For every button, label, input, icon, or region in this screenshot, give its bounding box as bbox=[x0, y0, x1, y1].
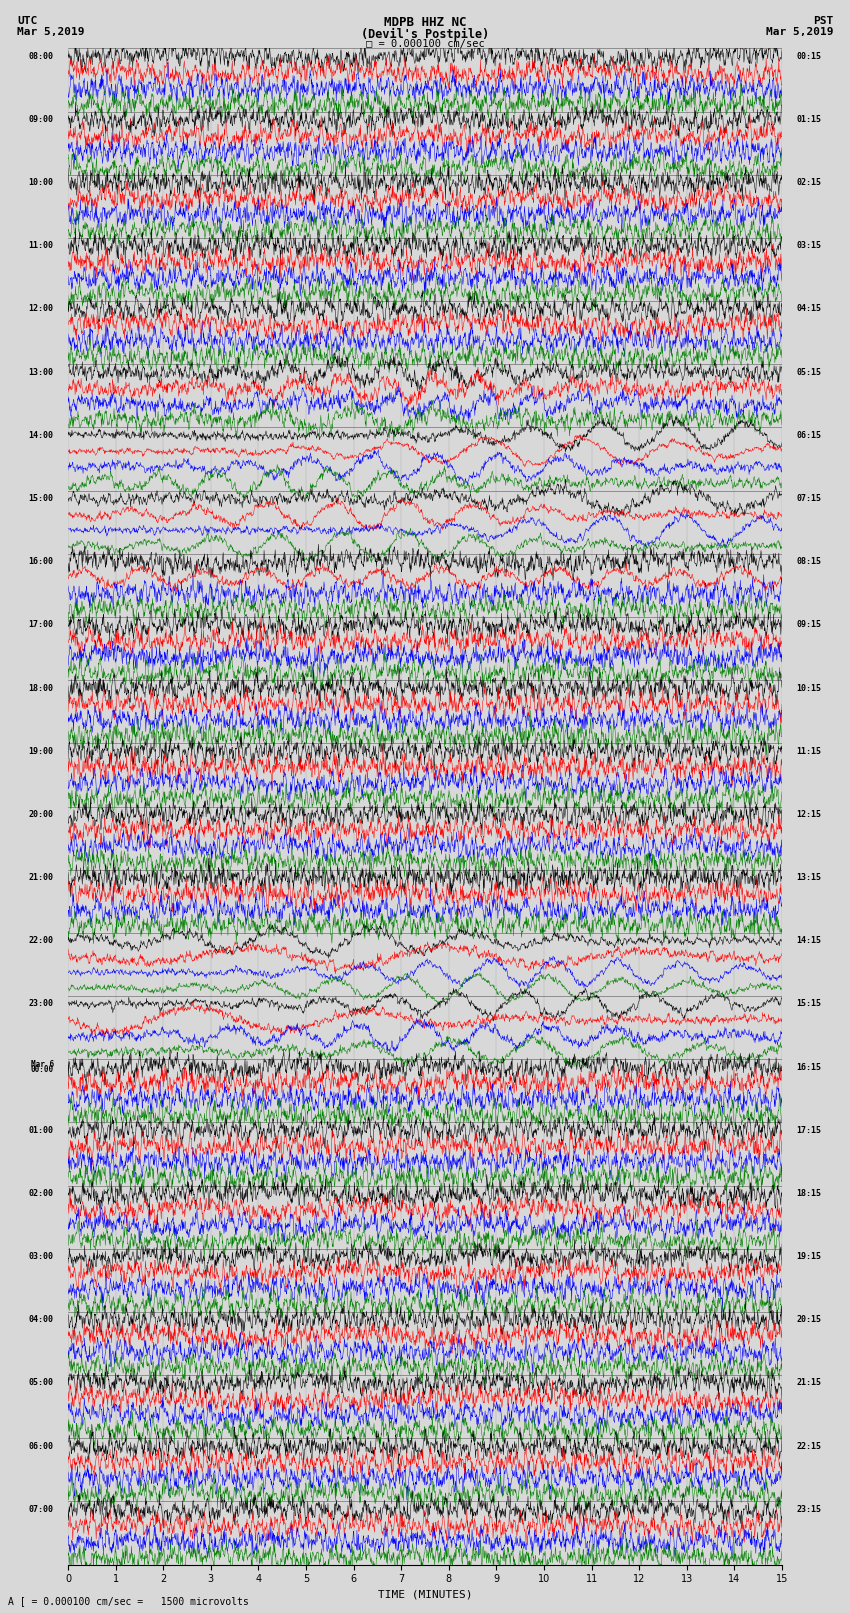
Text: 03:00: 03:00 bbox=[29, 1252, 54, 1261]
Text: 05:00: 05:00 bbox=[29, 1379, 54, 1387]
Text: 10:15: 10:15 bbox=[796, 684, 821, 692]
Text: 15:15: 15:15 bbox=[796, 1000, 821, 1008]
Text: 09:15: 09:15 bbox=[796, 621, 821, 629]
Text: 14:15: 14:15 bbox=[796, 936, 821, 945]
Text: 19:15: 19:15 bbox=[796, 1252, 821, 1261]
Text: 22:00: 22:00 bbox=[29, 936, 54, 945]
Text: 07:15: 07:15 bbox=[796, 494, 821, 503]
Text: 21:00: 21:00 bbox=[29, 873, 54, 882]
Text: PST: PST bbox=[813, 16, 833, 26]
Text: 11:15: 11:15 bbox=[796, 747, 821, 756]
Text: 09:00: 09:00 bbox=[29, 115, 54, 124]
Text: 20:00: 20:00 bbox=[29, 810, 54, 819]
Text: 22:15: 22:15 bbox=[796, 1442, 821, 1450]
Text: MDPB HHZ NC: MDPB HHZ NC bbox=[383, 16, 467, 29]
Text: □ = 0.000100 cm/sec: □ = 0.000100 cm/sec bbox=[366, 39, 484, 48]
Text: 11:00: 11:00 bbox=[29, 242, 54, 250]
Text: 21:15: 21:15 bbox=[796, 1379, 821, 1387]
Text: 08:00: 08:00 bbox=[29, 52, 54, 61]
Text: 15:00: 15:00 bbox=[29, 494, 54, 503]
Text: 17:15: 17:15 bbox=[796, 1126, 821, 1136]
Text: 00:00: 00:00 bbox=[31, 1065, 54, 1074]
Text: 04:00: 04:00 bbox=[29, 1315, 54, 1324]
Text: 20:15: 20:15 bbox=[796, 1315, 821, 1324]
X-axis label: TIME (MINUTES): TIME (MINUTES) bbox=[377, 1590, 473, 1600]
Text: 01:00: 01:00 bbox=[29, 1126, 54, 1136]
Text: 08:15: 08:15 bbox=[796, 556, 821, 566]
Text: 17:00: 17:00 bbox=[29, 621, 54, 629]
Text: 12:15: 12:15 bbox=[796, 810, 821, 819]
Text: 14:00: 14:00 bbox=[29, 431, 54, 440]
Text: 05:15: 05:15 bbox=[796, 368, 821, 377]
Text: Mar 6: Mar 6 bbox=[31, 1060, 54, 1069]
Text: 06:15: 06:15 bbox=[796, 431, 821, 440]
Text: 18:00: 18:00 bbox=[29, 684, 54, 692]
Text: 13:00: 13:00 bbox=[29, 368, 54, 377]
Text: UTC: UTC bbox=[17, 16, 37, 26]
Text: 06:00: 06:00 bbox=[29, 1442, 54, 1450]
Text: 02:15: 02:15 bbox=[796, 177, 821, 187]
Text: 23:00: 23:00 bbox=[29, 1000, 54, 1008]
Text: 01:15: 01:15 bbox=[796, 115, 821, 124]
Text: 04:15: 04:15 bbox=[796, 305, 821, 313]
Text: 02:00: 02:00 bbox=[29, 1189, 54, 1198]
Text: 16:15: 16:15 bbox=[796, 1063, 821, 1071]
Text: 07:00: 07:00 bbox=[29, 1505, 54, 1515]
Text: 13:15: 13:15 bbox=[796, 873, 821, 882]
Text: 18:15: 18:15 bbox=[796, 1189, 821, 1198]
Text: 23:15: 23:15 bbox=[796, 1505, 821, 1515]
Text: Mar 5,2019: Mar 5,2019 bbox=[17, 27, 84, 37]
Text: Mar 5,2019: Mar 5,2019 bbox=[766, 27, 833, 37]
Text: (Devil's Postpile): (Devil's Postpile) bbox=[361, 27, 489, 40]
Text: 12:00: 12:00 bbox=[29, 305, 54, 313]
Text: A [ = 0.000100 cm/sec =   1500 microvolts: A [ = 0.000100 cm/sec = 1500 microvolts bbox=[8, 1597, 249, 1607]
Text: 16:00: 16:00 bbox=[29, 556, 54, 566]
Text: 19:00: 19:00 bbox=[29, 747, 54, 756]
Text: 03:15: 03:15 bbox=[796, 242, 821, 250]
Text: 10:00: 10:00 bbox=[29, 177, 54, 187]
Text: 00:15: 00:15 bbox=[796, 52, 821, 61]
